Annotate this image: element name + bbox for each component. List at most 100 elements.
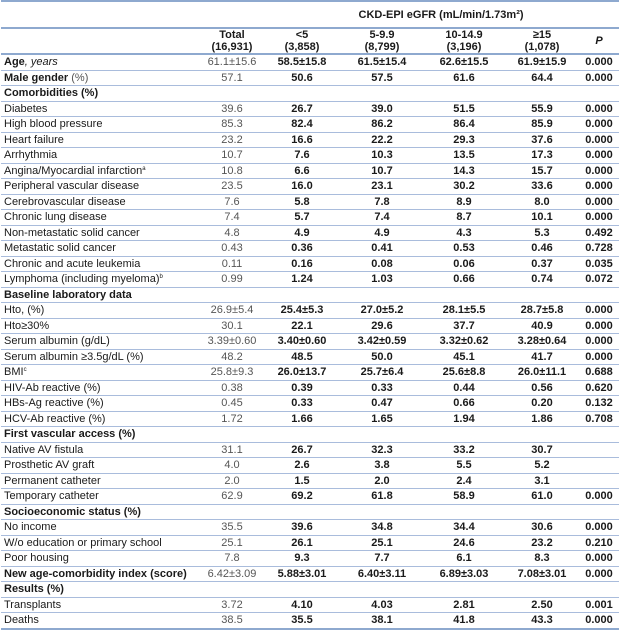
column-label: 10-14.9 [445, 29, 483, 41]
total-value: 57.1 [201, 70, 263, 86]
group-value: 1.94 [423, 411, 505, 427]
section-header-row: Comorbidities (%) [1, 85, 620, 102]
row-label: Deaths [1, 612, 201, 630]
table-row: W/o education or primary school 25.1 26.1 2… [1, 535, 620, 551]
p-value: 0.000 [579, 488, 620, 505]
table-row: Hto≥30% 30.1 22.1 29.6 37.7 40.9 0.000 [1, 318, 620, 334]
p-value: 0.688 [579, 364, 620, 381]
group-value: 0.08 [341, 256, 423, 272]
group-value: 82.4 [263, 116, 341, 133]
group-value: 30.2 [423, 178, 505, 195]
group-value: 48.5 [263, 349, 341, 365]
empty-cell [201, 85, 620, 102]
total-value: 1.72 [201, 411, 263, 427]
table-row: Chronic lung disease 7.4 5.7 7.4 8.7 10.1 0.00… [1, 209, 620, 226]
group-value: 6.40±3.11 [341, 566, 423, 582]
row-label: Temporary catheter [1, 488, 201, 505]
group-value: 0.33 [263, 395, 341, 412]
group-value: 2.50 [505, 597, 579, 613]
group-value: 3.40±0.60 [263, 333, 341, 350]
row-label: Prosthetic AV graft [1, 457, 201, 474]
group-value: 7.08±3.01 [505, 566, 579, 582]
group-value: 7.8 [341, 194, 423, 210]
egfr-group-title: CKD-EPI eGFR (mL/min/1.73m²) [263, 1, 620, 29]
group-value: 50.0 [341, 349, 423, 365]
group-value: 5.88±3.01 [263, 566, 341, 582]
group-value: 28.1±5.5 [423, 302, 505, 319]
group-value: 26.7 [263, 101, 341, 117]
total-value: 0.38 [201, 380, 263, 396]
row-label: Peripheral vascular disease [1, 178, 201, 195]
group-value: 32.3 [341, 442, 423, 458]
group-value: 55.9 [505, 101, 579, 117]
row-label-text: Permanent catheter [4, 474, 101, 487]
row-label: First vascular access (%) [1, 426, 201, 443]
group-value: 5.8 [263, 194, 341, 210]
row-label: Poor housing [1, 550, 201, 567]
total-value: 48.2 [201, 349, 263, 365]
row-label: High blood pressure [1, 116, 201, 133]
group-value: 0.33 [341, 380, 423, 396]
group-value: 26.0±13.7 [263, 364, 341, 381]
p-value: 0.000 [579, 54, 620, 71]
total-value: 7.4 [201, 209, 263, 226]
row-label: Metastatic solid cancer [1, 240, 201, 257]
p-value: 0.000 [579, 101, 620, 117]
group-value: 5.3 [505, 225, 579, 241]
total-value: 0.45 [201, 395, 263, 412]
group-value: 25.1 [341, 535, 423, 551]
group-value: 23.1 [341, 178, 423, 195]
table-row: Prosthetic AV graft 4.0 2.6 3.8 5.5 5.2 [1, 457, 620, 474]
group-value: 39.0 [341, 101, 423, 117]
group-value: 27.0±5.2 [341, 302, 423, 319]
column-label: 5-9.9 [369, 29, 395, 41]
group-value: 8.7 [423, 209, 505, 226]
total-value: 0.99 [201, 271, 263, 288]
group-value: 58.5±15.8 [263, 54, 341, 71]
group-value: 29.6 [341, 318, 423, 334]
row-label-text: Native AV fistula [4, 443, 84, 456]
total-value: 4.8 [201, 225, 263, 241]
row-label: Diabetes [1, 101, 201, 117]
p-value: 0.728 [579, 240, 620, 257]
total-value: 25.8±9.3 [201, 364, 263, 381]
p-value [579, 473, 620, 489]
footnote-marker: b [159, 274, 163, 281]
table-row: Male gender (%) 57.1 50.6 57.5 61.6 64.4 0.000 [1, 70, 620, 86]
p-value: 0.132 [579, 395, 620, 412]
table-row: HCV-Ab reactive (%) 1.72 1.66 1.65 1.94 1.86 0… [1, 411, 620, 427]
group-value: 14.3 [423, 163, 505, 179]
row-label: Serum albumin ≥3.5g/dL (%) [1, 349, 201, 365]
p-value: 0.001 [579, 597, 620, 613]
p-value: 0.000 [579, 318, 620, 334]
row-label: No income [1, 519, 201, 536]
row-label: Cerebrovascular disease [1, 194, 201, 210]
table-row: Deaths 38.5 35.5 38.1 41.8 43.3 0.000 [1, 612, 620, 630]
column-header: ≥15 (1,078) [505, 28, 579, 55]
group-value: 4.3 [423, 225, 505, 241]
total-value: 0.43 [201, 240, 263, 257]
row-label-text: Deaths [4, 614, 39, 627]
row-label: Baseline laboratory data [1, 287, 201, 303]
row-label: Comorbidities (%) [1, 85, 201, 102]
row-label: Chronic and acute leukemia [1, 256, 201, 272]
row-label: Age, years [1, 54, 201, 71]
column-count: (16,931) [211, 41, 253, 53]
row-label-suffix: (%) [68, 71, 89, 84]
group-value: 3.1 [505, 473, 579, 489]
total-value: 35.5 [201, 519, 263, 536]
group-value: 61.6 [423, 70, 505, 86]
total-value: 3.39±0.60 [201, 333, 263, 350]
row-label-text: HCV-Ab reactive (%) [4, 412, 106, 425]
table-row: HBs-Ag reactive (%) 0.45 0.33 0.47 0.66 0.20 0… [1, 395, 620, 412]
row-label-text: Angina/Myocardial infarction [4, 164, 143, 177]
row-label-text: Transplants [4, 598, 62, 611]
p-value: 0.620 [579, 380, 620, 396]
table-row: Temporary catheter 62.9 69.2 61.8 58.9 61.0 0.… [1, 488, 620, 505]
group-value: 22.1 [263, 318, 341, 334]
group-value: 30.7 [505, 442, 579, 458]
row-label: Hto, (%) [1, 302, 201, 319]
row-label-text: No income [4, 521, 57, 534]
total-value: 25.1 [201, 535, 263, 551]
